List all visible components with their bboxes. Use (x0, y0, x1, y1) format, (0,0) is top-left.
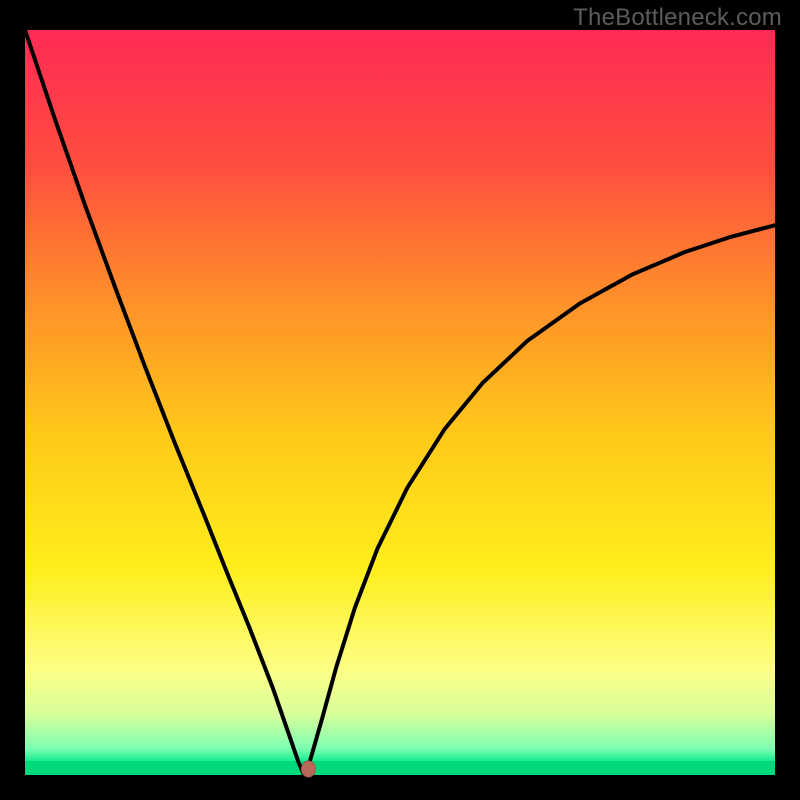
bottom-green-band (25, 761, 775, 775)
bottleneck-chart (0, 0, 800, 800)
optimal-point-marker (302, 761, 316, 777)
chart-container: { "watermark": { "text": "TheBottleneck.… (0, 0, 800, 800)
plot-background (25, 30, 775, 775)
watermark-text: TheBottleneck.com (573, 4, 782, 32)
